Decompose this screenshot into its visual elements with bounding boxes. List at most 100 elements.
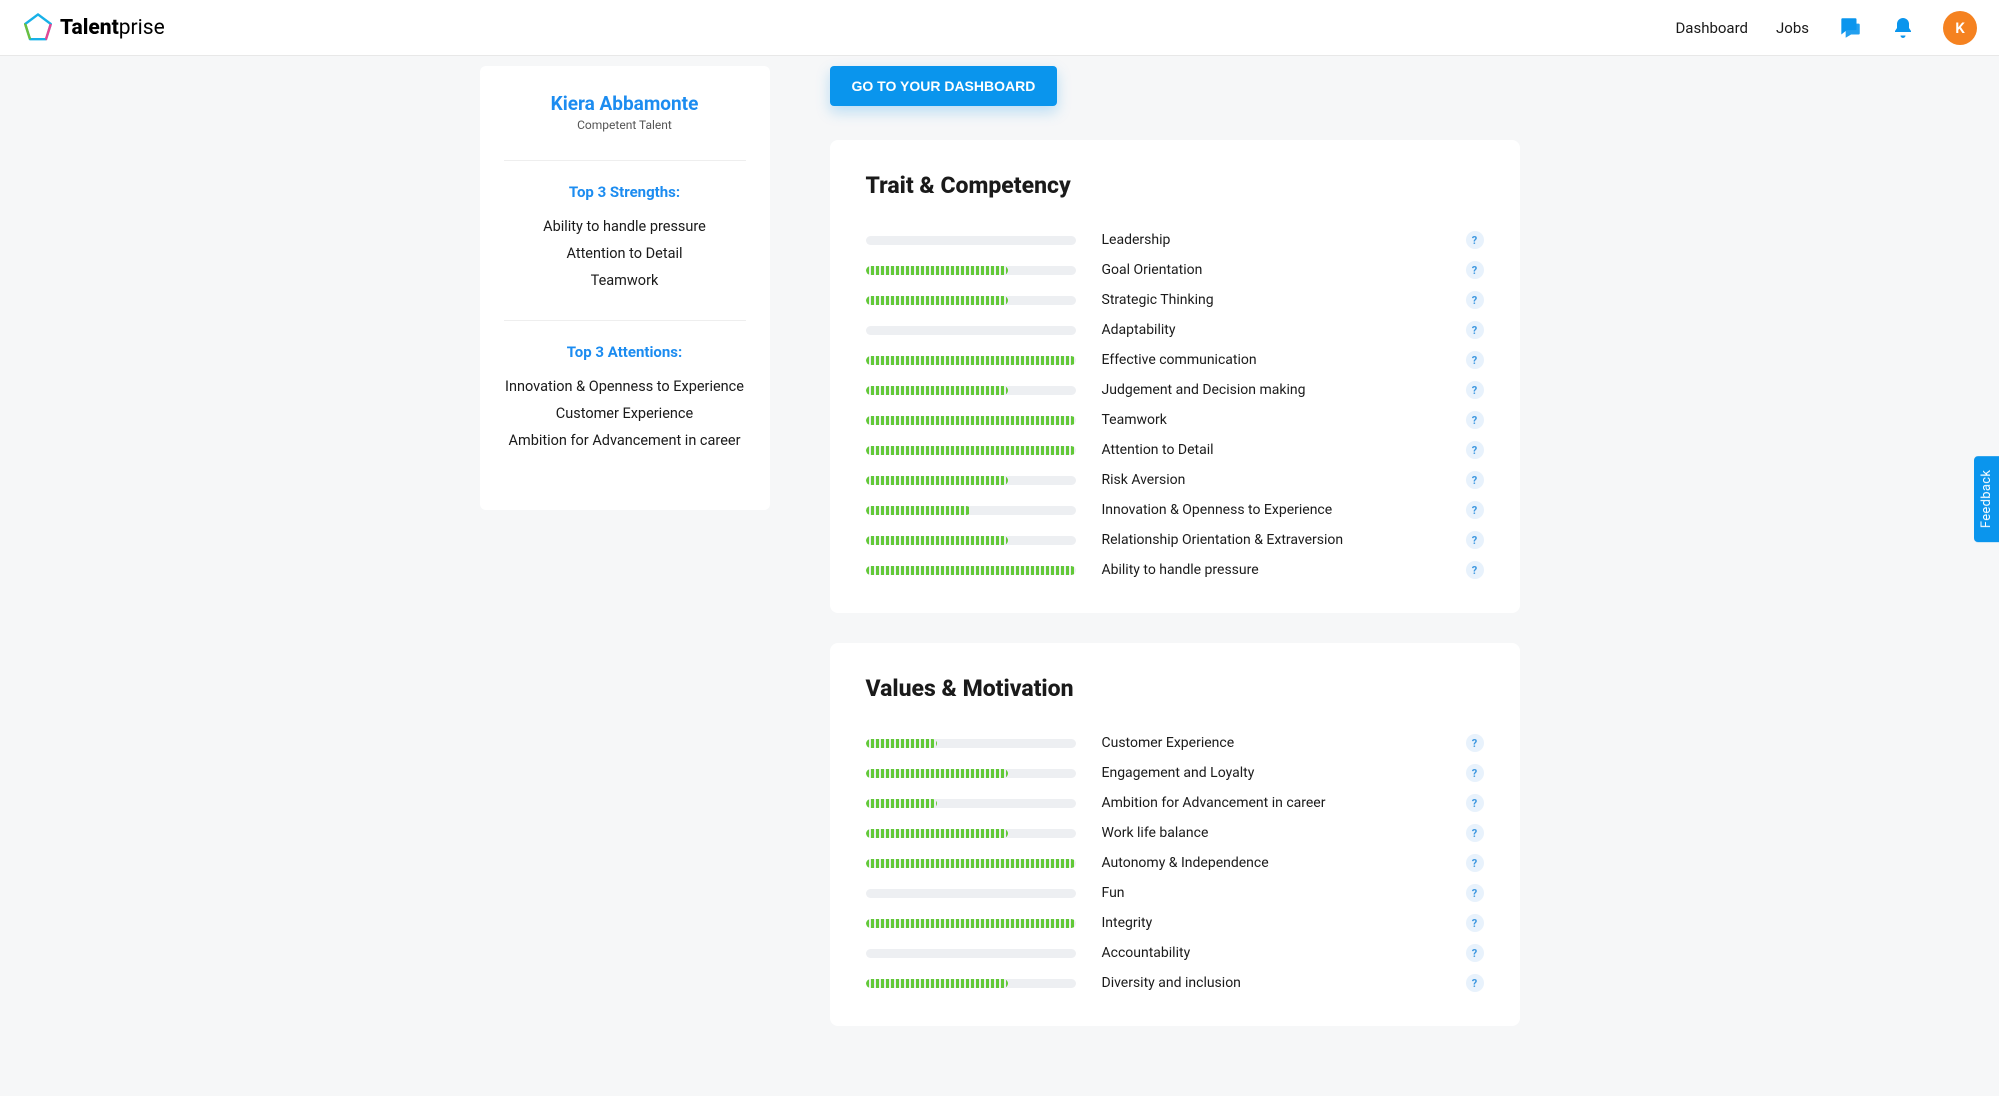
- user-subtitle: Competent Talent: [498, 118, 752, 132]
- trait-label: Strategic Thinking: [1102, 292, 1440, 308]
- main: GO TO YOUR DASHBOARD Trait & Competency L…: [830, 66, 1520, 1056]
- trait-label: Relationship Orientation & Extraversion: [1102, 532, 1440, 548]
- help-icon[interactable]: ?: [1466, 411, 1484, 429]
- page: Kiera Abbamonte Competent Talent Top 3 S…: [220, 56, 1780, 1096]
- help-icon[interactable]: ?: [1466, 441, 1484, 459]
- bar-track: [866, 536, 1076, 545]
- trait-label: Teamwork: [1102, 412, 1440, 428]
- notifications-icon[interactable]: [1891, 16, 1915, 40]
- trait-row: Strategic Thinking?: [866, 285, 1484, 315]
- help-icon[interactable]: ?: [1466, 734, 1484, 752]
- feedback-tab[interactable]: Feedback: [1974, 455, 1999, 541]
- divider: [504, 160, 746, 161]
- help-icon[interactable]: ?: [1466, 351, 1484, 369]
- list-item: Teamwork: [498, 267, 752, 294]
- bar-fill: [866, 829, 1009, 838]
- trait-row: Engagement and Loyalty?: [866, 758, 1484, 788]
- help-icon[interactable]: ?: [1466, 381, 1484, 399]
- trait-row: Innovation & Openness to Experience?: [866, 495, 1484, 525]
- trait-label: Engagement and Loyalty: [1102, 765, 1440, 781]
- bar-track: [866, 356, 1076, 365]
- list-item: Attention to Detail: [498, 240, 752, 267]
- messages-icon[interactable]: [1837, 15, 1863, 41]
- section-title: Trait & Competency: [866, 172, 1484, 199]
- bar-fill: [866, 859, 1076, 868]
- strengths-list: Ability to handle pressureAttention to D…: [498, 213, 752, 294]
- trait-row: Leadership?: [866, 225, 1484, 255]
- bar-fill: [866, 416, 1076, 425]
- nav-jobs[interactable]: Jobs: [1776, 19, 1809, 37]
- help-icon[interactable]: ?: [1466, 824, 1484, 842]
- help-icon[interactable]: ?: [1466, 261, 1484, 279]
- help-icon[interactable]: ?: [1466, 291, 1484, 309]
- bar-track: [866, 889, 1076, 898]
- trait-row: Fun?: [866, 878, 1484, 908]
- help-icon[interactable]: ?: [1466, 884, 1484, 902]
- bar-track: [866, 829, 1076, 838]
- bar-track: [866, 506, 1076, 515]
- trait-row: Accountability?: [866, 938, 1484, 968]
- help-icon[interactable]: ?: [1466, 944, 1484, 962]
- trait-label: Goal Orientation: [1102, 262, 1440, 278]
- bar-fill: [866, 566, 1076, 575]
- help-icon[interactable]: ?: [1466, 914, 1484, 932]
- section-card: Trait & Competency Leadership? Goal Orient…: [830, 140, 1520, 613]
- trait-label: Customer Experience: [1102, 735, 1440, 751]
- bar-track: [866, 799, 1076, 808]
- trait-row: Autonomy & Independence?: [866, 848, 1484, 878]
- section-title: Values & Motivation: [866, 675, 1484, 702]
- trait-row: Ambition for Advancement in career?: [866, 788, 1484, 818]
- bar-fill: [866, 446, 1076, 455]
- help-icon[interactable]: ?: [1466, 231, 1484, 249]
- trait-row: Teamwork?: [866, 405, 1484, 435]
- bar-fill: [866, 799, 937, 808]
- attentions-list: Innovation & Openness to ExperienceCusto…: [498, 373, 752, 454]
- help-icon[interactable]: ?: [1466, 794, 1484, 812]
- bar-track: [866, 769, 1076, 778]
- header: Talentprise Dashboard Jobs K: [0, 0, 1999, 56]
- list-item: Innovation & Openness to Experience: [498, 373, 752, 400]
- trait-label: Fun: [1102, 885, 1440, 901]
- bar-fill: [866, 769, 1009, 778]
- bar-track: [866, 859, 1076, 868]
- help-icon[interactable]: ?: [1466, 764, 1484, 782]
- trait-row: Attention to Detail?: [866, 435, 1484, 465]
- help-icon[interactable]: ?: [1466, 531, 1484, 549]
- avatar[interactable]: K: [1943, 11, 1977, 45]
- trait-row: Adaptability?: [866, 315, 1484, 345]
- help-icon[interactable]: ?: [1466, 561, 1484, 579]
- profile-sidebar: Kiera Abbamonte Competent Talent Top 3 S…: [480, 66, 770, 510]
- bar-track: [866, 296, 1076, 305]
- trait-row: Effective communication?: [866, 345, 1484, 375]
- trait-row: Customer Experience?: [866, 728, 1484, 758]
- trait-label: Ambition for Advancement in career: [1102, 795, 1440, 811]
- trait-row: Diversity and inclusion?: [866, 968, 1484, 998]
- help-icon[interactable]: ?: [1466, 501, 1484, 519]
- list-item: Ability to handle pressure: [498, 213, 752, 240]
- bar-fill: [866, 386, 1009, 395]
- logo[interactable]: Talentprise: [22, 12, 165, 44]
- trait-row: Risk Aversion?: [866, 465, 1484, 495]
- bar-fill: [866, 506, 971, 515]
- trait-label: Ability to handle pressure: [1102, 562, 1440, 578]
- bar-track: [866, 566, 1076, 575]
- trait-label: Autonomy & Independence: [1102, 855, 1440, 871]
- logo-icon: [22, 12, 54, 44]
- bar-fill: [866, 356, 1076, 365]
- trait-label: Diversity and inclusion: [1102, 975, 1440, 991]
- bar-fill: [866, 739, 937, 748]
- bar-fill: [866, 266, 1009, 275]
- nav-dashboard[interactable]: Dashboard: [1675, 19, 1748, 37]
- list-item: Ambition for Advancement in career: [498, 427, 752, 454]
- trait-label: Effective communication: [1102, 352, 1440, 368]
- attentions-head: Top 3 Attentions:: [498, 343, 752, 361]
- help-icon[interactable]: ?: [1466, 974, 1484, 992]
- go-to-dashboard-button[interactable]: GO TO YOUR DASHBOARD: [830, 66, 1058, 106]
- bar-track: [866, 236, 1076, 245]
- help-icon[interactable]: ?: [1466, 854, 1484, 872]
- help-icon[interactable]: ?: [1466, 321, 1484, 339]
- help-icon[interactable]: ?: [1466, 471, 1484, 489]
- trait-label: Integrity: [1102, 915, 1440, 931]
- trait-label: Leadership: [1102, 232, 1440, 248]
- trait-row: Relationship Orientation & Extraversion?: [866, 525, 1484, 555]
